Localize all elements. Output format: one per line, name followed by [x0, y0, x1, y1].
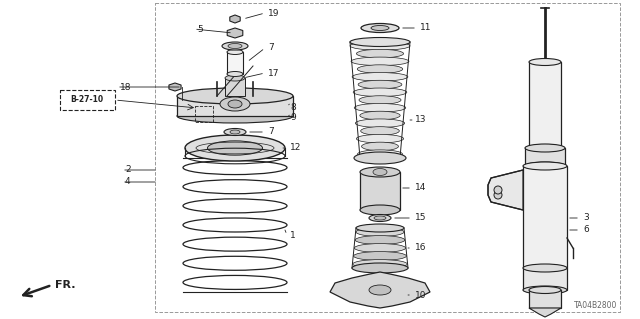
- Ellipse shape: [230, 130, 240, 134]
- Ellipse shape: [228, 100, 242, 108]
- Text: B-27-10: B-27-10: [70, 95, 104, 105]
- Ellipse shape: [360, 167, 400, 177]
- Ellipse shape: [529, 145, 561, 152]
- Ellipse shape: [228, 43, 242, 48]
- Text: 19: 19: [268, 9, 280, 18]
- Text: 4: 4: [125, 177, 131, 187]
- Ellipse shape: [356, 224, 404, 232]
- Ellipse shape: [371, 26, 389, 31]
- Ellipse shape: [523, 286, 567, 294]
- Text: 13: 13: [415, 115, 426, 124]
- Ellipse shape: [177, 88, 293, 104]
- Ellipse shape: [494, 186, 502, 194]
- Ellipse shape: [358, 80, 402, 89]
- Ellipse shape: [358, 150, 403, 159]
- Text: TA04B2800: TA04B2800: [573, 301, 617, 310]
- Bar: [177, 96, 293, 116]
- Ellipse shape: [369, 214, 391, 221]
- Text: 17: 17: [268, 69, 280, 78]
- Text: 5: 5: [197, 25, 203, 33]
- Polygon shape: [330, 272, 430, 308]
- Text: 8: 8: [290, 102, 296, 112]
- Ellipse shape: [360, 205, 400, 215]
- Bar: [360, 172, 400, 210]
- Ellipse shape: [523, 162, 567, 170]
- Ellipse shape: [207, 141, 262, 155]
- Ellipse shape: [227, 49, 243, 55]
- Polygon shape: [488, 170, 523, 210]
- Bar: [525, 148, 565, 166]
- Ellipse shape: [354, 252, 406, 260]
- Ellipse shape: [529, 286, 561, 293]
- Text: 2: 2: [125, 166, 131, 174]
- Polygon shape: [529, 308, 561, 317]
- Ellipse shape: [355, 103, 406, 112]
- Polygon shape: [230, 15, 240, 23]
- Ellipse shape: [220, 97, 250, 111]
- Ellipse shape: [356, 49, 404, 58]
- Text: 16: 16: [415, 243, 426, 253]
- Text: 1: 1: [290, 231, 296, 240]
- Text: 10: 10: [415, 291, 426, 300]
- Ellipse shape: [352, 263, 408, 273]
- Ellipse shape: [350, 38, 410, 47]
- Ellipse shape: [227, 71, 243, 77]
- Ellipse shape: [361, 24, 399, 33]
- Polygon shape: [169, 83, 181, 91]
- Bar: [225, 78, 245, 96]
- Ellipse shape: [369, 285, 391, 295]
- Text: FR.: FR.: [55, 280, 76, 290]
- Ellipse shape: [353, 88, 407, 97]
- Ellipse shape: [351, 57, 409, 66]
- Ellipse shape: [225, 75, 245, 81]
- Ellipse shape: [494, 191, 502, 199]
- Text: 15: 15: [415, 213, 426, 222]
- Text: 14: 14: [415, 183, 426, 192]
- Ellipse shape: [355, 244, 406, 252]
- Ellipse shape: [362, 142, 399, 151]
- Polygon shape: [227, 28, 243, 38]
- Ellipse shape: [374, 216, 386, 220]
- Ellipse shape: [357, 65, 403, 73]
- Ellipse shape: [353, 260, 407, 268]
- Bar: [227, 52, 243, 74]
- Text: 6: 6: [583, 226, 589, 234]
- Ellipse shape: [356, 134, 404, 143]
- Ellipse shape: [360, 111, 400, 120]
- Ellipse shape: [355, 236, 405, 244]
- Text: 11: 11: [420, 24, 431, 33]
- Text: 7: 7: [268, 43, 274, 53]
- Text: 18: 18: [120, 83, 131, 92]
- Bar: [60, 90, 115, 110]
- Ellipse shape: [525, 144, 565, 152]
- Text: 9: 9: [290, 114, 296, 122]
- Ellipse shape: [356, 227, 404, 236]
- Ellipse shape: [361, 127, 399, 135]
- Ellipse shape: [359, 96, 401, 104]
- Bar: [523, 268, 567, 290]
- Ellipse shape: [177, 109, 293, 123]
- Ellipse shape: [355, 119, 404, 128]
- Bar: [523, 166, 567, 268]
- Bar: [195, 106, 213, 122]
- Ellipse shape: [185, 135, 285, 161]
- Text: 3: 3: [583, 213, 589, 222]
- Ellipse shape: [529, 58, 561, 65]
- Bar: [529, 290, 561, 308]
- Ellipse shape: [523, 264, 567, 272]
- Ellipse shape: [224, 129, 246, 136]
- Bar: [529, 62, 561, 148]
- Ellipse shape: [352, 72, 408, 81]
- Ellipse shape: [525, 162, 565, 170]
- Ellipse shape: [354, 152, 406, 164]
- Ellipse shape: [350, 41, 410, 50]
- Bar: [155, 3, 620, 312]
- Ellipse shape: [222, 42, 248, 50]
- Text: 12: 12: [290, 144, 301, 152]
- Text: 7: 7: [268, 128, 274, 137]
- Ellipse shape: [373, 168, 387, 175]
